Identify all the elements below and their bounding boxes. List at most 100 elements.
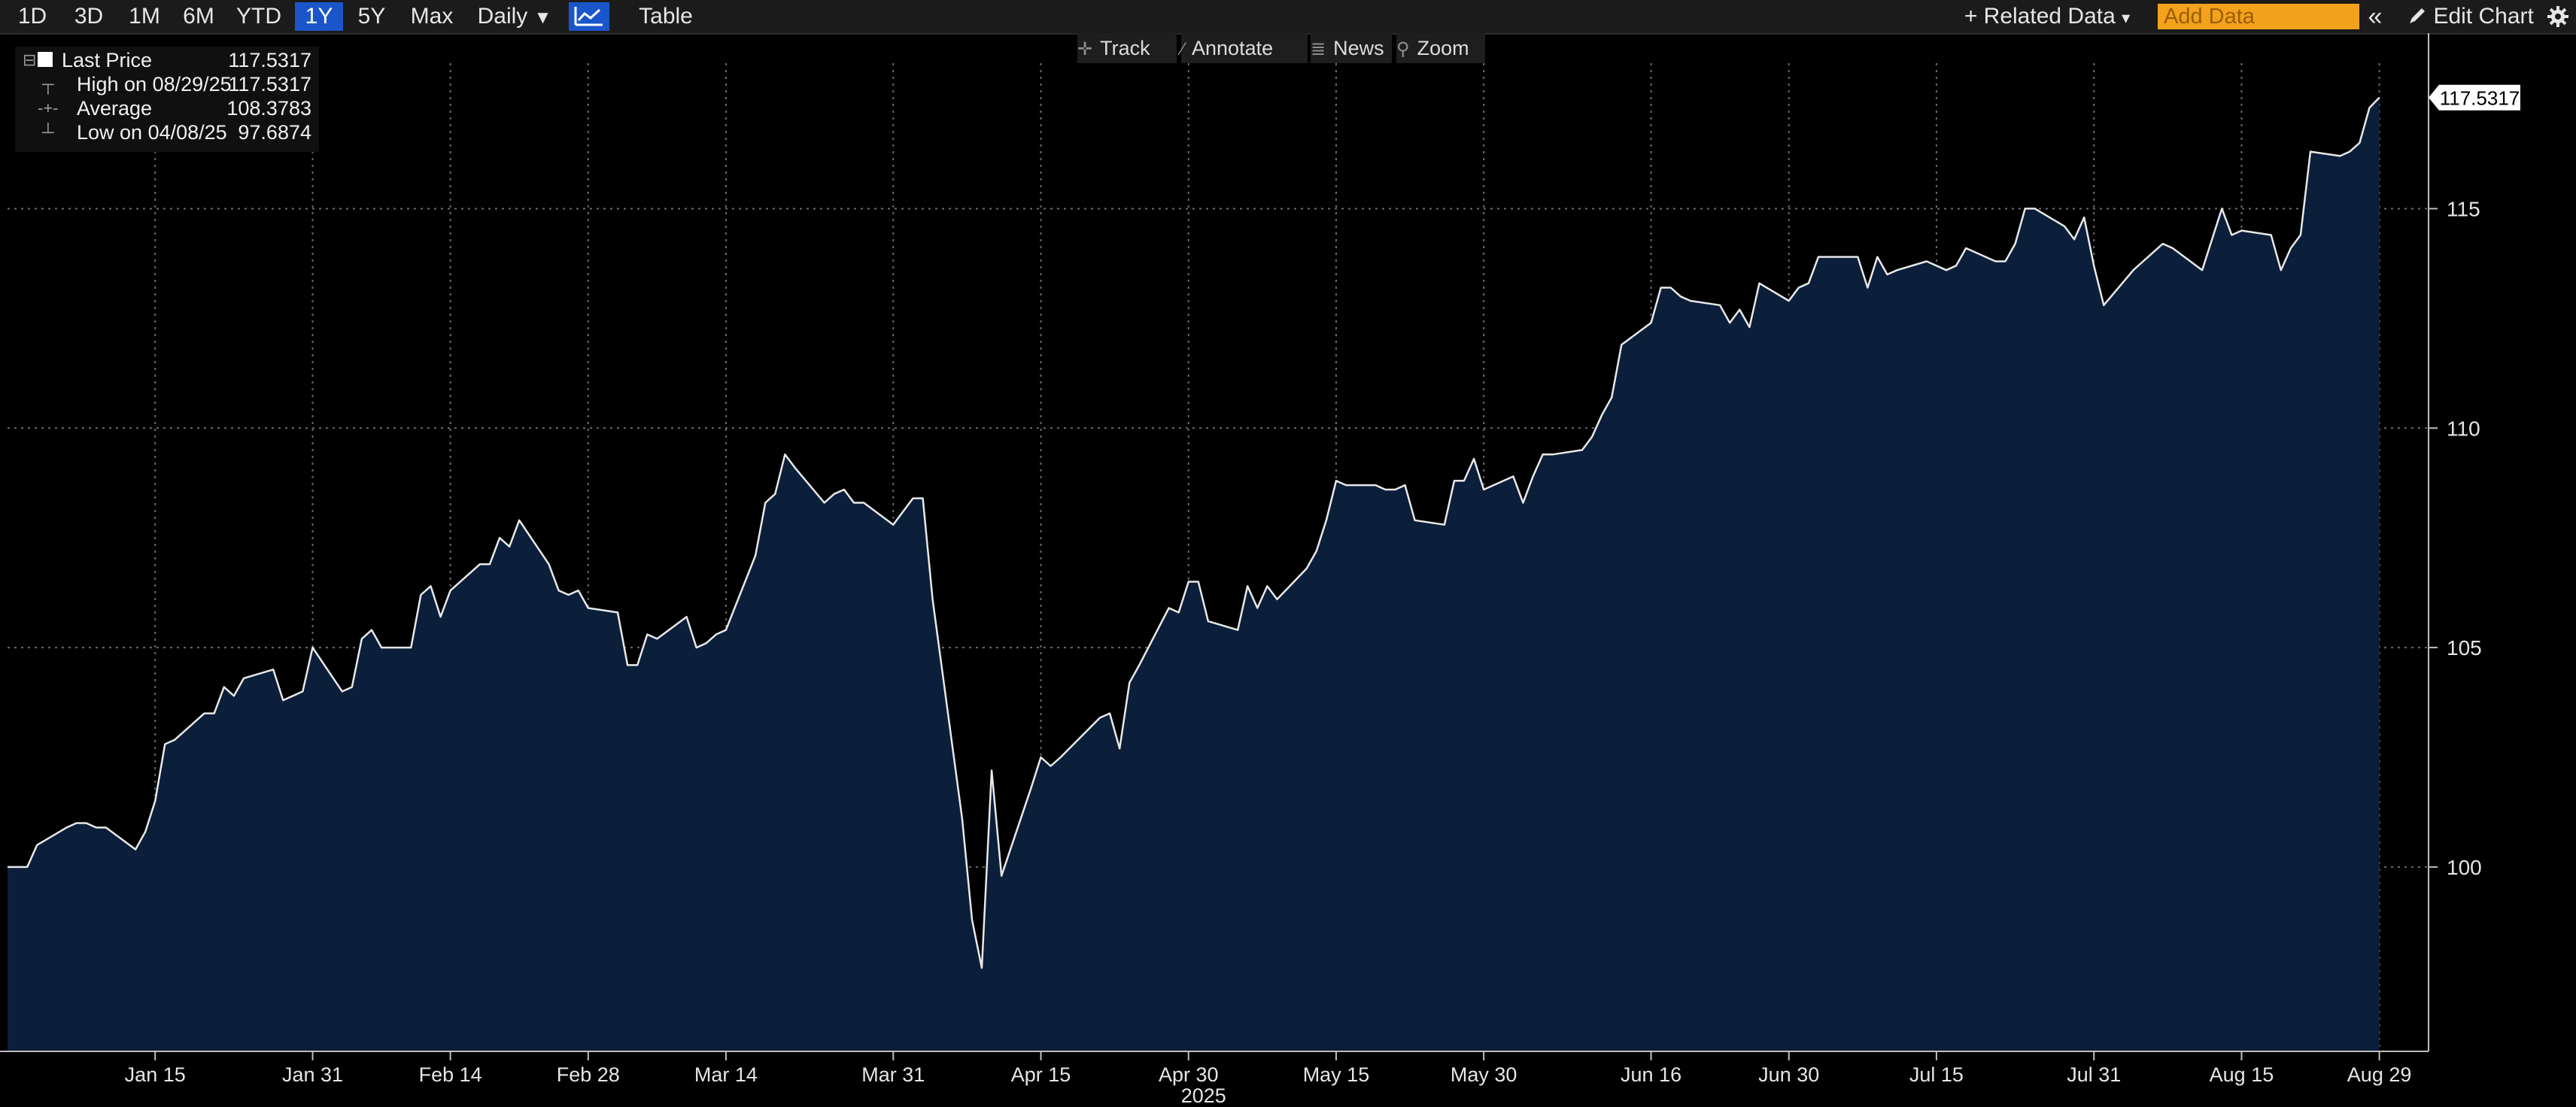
x-tick-label: Mar 14 [694, 1063, 758, 1086]
related-data-button[interactable]: + Related Data ▾ [1953, 2, 2141, 31]
price-point [272, 668, 275, 671]
price-point [961, 817, 964, 820]
chart-legend[interactable]: ⊟ Last Price 117.5317 ┬ High on 08/29/25… [15, 47, 319, 152]
price-point [1335, 479, 1338, 482]
low-value: 97.6874 [238, 121, 311, 144]
price-point [95, 826, 98, 829]
range-5y-button[interactable]: 5Y [357, 4, 386, 29]
price-point [971, 918, 974, 921]
table-button[interactable]: Table [639, 4, 693, 29]
average-marker-icon: -+- [38, 99, 59, 117]
zoom-tool[interactable]: ⚲ Zoom [1396, 33, 1485, 63]
price-point [1620, 343, 1623, 346]
range-ytd-button[interactable]: YTD [236, 4, 281, 29]
edit-chart-button[interactable]: Edit Chart [2397, 2, 2544, 31]
price-point [636, 663, 639, 666]
price-point [2378, 96, 2381, 99]
price-point [311, 646, 314, 649]
price-point [1443, 523, 1446, 526]
price-point [1482, 488, 1485, 491]
x-axis: Jan 15 Jan 31 Feb 14 Feb 28 Mar 14 Mar 31 Apr … [0, 1051, 2429, 1107]
price-point [794, 466, 797, 469]
price-point [1788, 299, 1791, 302]
caret-down-icon: ▾ [2122, 8, 2131, 27]
price-point [508, 545, 511, 548]
price-point [419, 593, 422, 596]
settings-button[interactable] [2543, 2, 2573, 31]
x-tick-label: Apr 15 [1011, 1063, 1071, 1086]
price-point [223, 686, 226, 689]
x-tick-label: Jan 15 [125, 1063, 186, 1086]
track-label: Track [1100, 37, 1150, 59]
line-chart-button[interactable] [569, 2, 609, 31]
x-tick-label: Mar 31 [861, 1063, 925, 1086]
price-point [626, 663, 629, 666]
price-point [1600, 414, 1603, 417]
price-point [2152, 251, 2155, 254]
news-label: News [1333, 37, 1384, 59]
price-point [705, 641, 708, 644]
price-point [783, 453, 786, 456]
range-3d-button[interactable]: 3D [74, 4, 104, 29]
price-point [1522, 501, 1525, 504]
price-point [2004, 259, 2007, 262]
price-point [1384, 488, 1387, 491]
last-price-label: Last Price [62, 49, 153, 71]
x-axis-year-label: 2025 [1181, 1084, 1226, 1107]
track-tool[interactable]: ✛ Track [1077, 33, 1177, 63]
price-point [931, 598, 934, 601]
price-point [2073, 238, 2076, 241]
gear-icon [2547, 6, 2568, 27]
legend-average: -+- Average 108.3783 [15, 96, 319, 120]
price-point [1925, 259, 1928, 262]
price-point [2092, 264, 2095, 267]
x-tick-label: Apr 30 [1159, 1063, 1219, 1086]
price-point [488, 563, 491, 566]
price-point [1610, 396, 1613, 399]
y-tick-label: 110 [2447, 417, 2480, 440]
price-point [2034, 207, 2037, 210]
price-point [1886, 273, 1889, 276]
collapse-button[interactable]: « [2368, 2, 2383, 31]
x-tick-label: Jul 15 [1909, 1063, 1964, 1086]
price-point [1738, 308, 1741, 311]
price-point [1128, 681, 1131, 684]
range-1d-button[interactable]: 1D [17, 4, 47, 29]
range-1y-button[interactable]: 1Y [295, 2, 343, 31]
average-label: Average [77, 97, 153, 120]
price-point [1453, 479, 1456, 482]
x-tick-label: Aug 29 [2347, 1063, 2412, 1086]
price-point [1551, 453, 1554, 456]
annotate-tool[interactable]: ∕ Annotate [1181, 33, 1308, 63]
range-max-button[interactable]: Max [410, 4, 454, 29]
frequency-dropdown[interactable]: Daily ▼ [469, 2, 560, 31]
pencil-icon [2410, 8, 2426, 23]
price-point [1728, 321, 1731, 324]
price-point [1374, 484, 1377, 487]
price-point [2024, 207, 2027, 210]
x-tick-label: Feb 28 [557, 1063, 620, 1086]
price-point [26, 866, 29, 869]
news-tool[interactable]: ≣ News [1311, 33, 1392, 63]
price-point [1856, 256, 1859, 259]
magnifier-icon: ⚲ [1396, 39, 1410, 59]
price-point [1689, 299, 1692, 302]
price-point [1197, 581, 1200, 584]
range-6m-button[interactable]: 6M [183, 4, 214, 29]
y-tick-label: 105 [2447, 636, 2482, 660]
price-point [2368, 106, 2371, 109]
legend-high: ┬ High on 08/29/25 117.5317 [15, 72, 319, 96]
last-price-value: 117.5317 [228, 49, 311, 71]
low-label: Low on 04/08/25 [77, 121, 227, 144]
price-point [1344, 484, 1347, 487]
price-point [1935, 264, 1938, 267]
price-point [173, 739, 176, 742]
x-tick-label: May 30 [1451, 1063, 1517, 1086]
price-point [695, 646, 698, 649]
news-icon: ≣ [1311, 39, 1326, 59]
price-point [1000, 875, 1003, 878]
add-data-input[interactable] [2158, 4, 2359, 29]
price-point [2082, 216, 2085, 219]
range-1m-button[interactable]: 1M [129, 4, 160, 29]
